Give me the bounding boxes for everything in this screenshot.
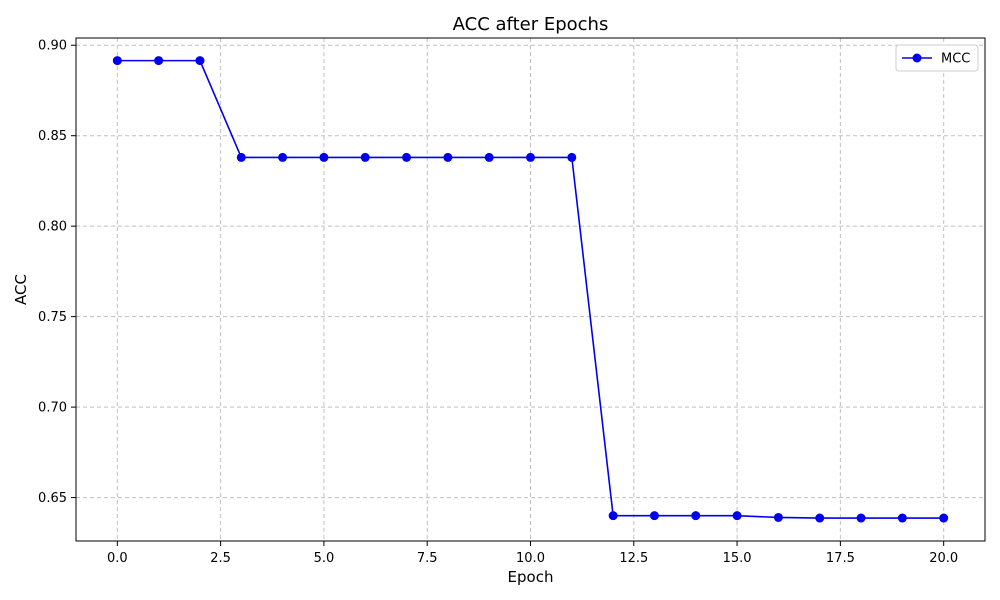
x-tick-label: 2.5 xyxy=(210,551,231,566)
data-point xyxy=(236,152,246,162)
x-tick-label: 15.0 xyxy=(723,551,752,566)
chart-title: ACC after Epochs xyxy=(453,14,609,35)
x-tick-label: 7.5 xyxy=(417,551,438,566)
data-point xyxy=(195,56,205,66)
y-tick-label: 0.90 xyxy=(38,39,67,54)
x-tick-label: 0.0 xyxy=(107,551,128,566)
y-tick-label: 0.85 xyxy=(38,129,67,144)
data-point xyxy=(319,152,329,162)
y-tick-label: 0.75 xyxy=(38,310,67,325)
data-point xyxy=(526,152,535,162)
legend-marker-swatch xyxy=(912,53,922,63)
x-tick-label: 17.5 xyxy=(826,551,855,566)
data-point xyxy=(856,513,866,523)
data-point xyxy=(484,152,494,162)
legend: MCC xyxy=(895,44,979,72)
data-point xyxy=(608,511,618,521)
x-axis: 0.0 2.5 5.0 7.5 10.0 12.5 15.0 17.5 20.0 xyxy=(107,541,958,566)
data-point xyxy=(278,152,288,162)
legend-box xyxy=(895,44,979,72)
data-point xyxy=(773,512,783,522)
legend-entry-label: MCC xyxy=(941,52,970,67)
data-point xyxy=(732,511,742,521)
data-point xyxy=(567,152,577,162)
y-tick-label: 0.70 xyxy=(38,401,67,416)
series-layer xyxy=(112,56,949,523)
y-tick-label: 0.80 xyxy=(38,220,67,235)
data-point xyxy=(360,152,370,162)
y-axis-label: ACC xyxy=(12,274,30,305)
y-axis: 0.65 0.70 0.75 0.80 0.85 0.90 xyxy=(38,39,76,506)
data-point xyxy=(649,511,659,521)
grid xyxy=(76,38,985,541)
x-tick-label: 10.0 xyxy=(516,551,545,566)
data-point xyxy=(939,513,949,523)
data-point xyxy=(443,152,453,162)
data-point xyxy=(897,513,907,523)
x-tick-label: 12.5 xyxy=(619,551,648,566)
data-point xyxy=(815,513,825,523)
y-tick-label: 0.65 xyxy=(38,491,67,506)
data-point xyxy=(402,152,412,162)
x-tick-label: 20.0 xyxy=(929,551,958,566)
x-axis-label: Epoch xyxy=(508,568,554,586)
data-point xyxy=(154,56,164,66)
data-point xyxy=(691,511,701,521)
data-point xyxy=(112,56,122,66)
x-tick-label: 5.0 xyxy=(314,551,335,566)
